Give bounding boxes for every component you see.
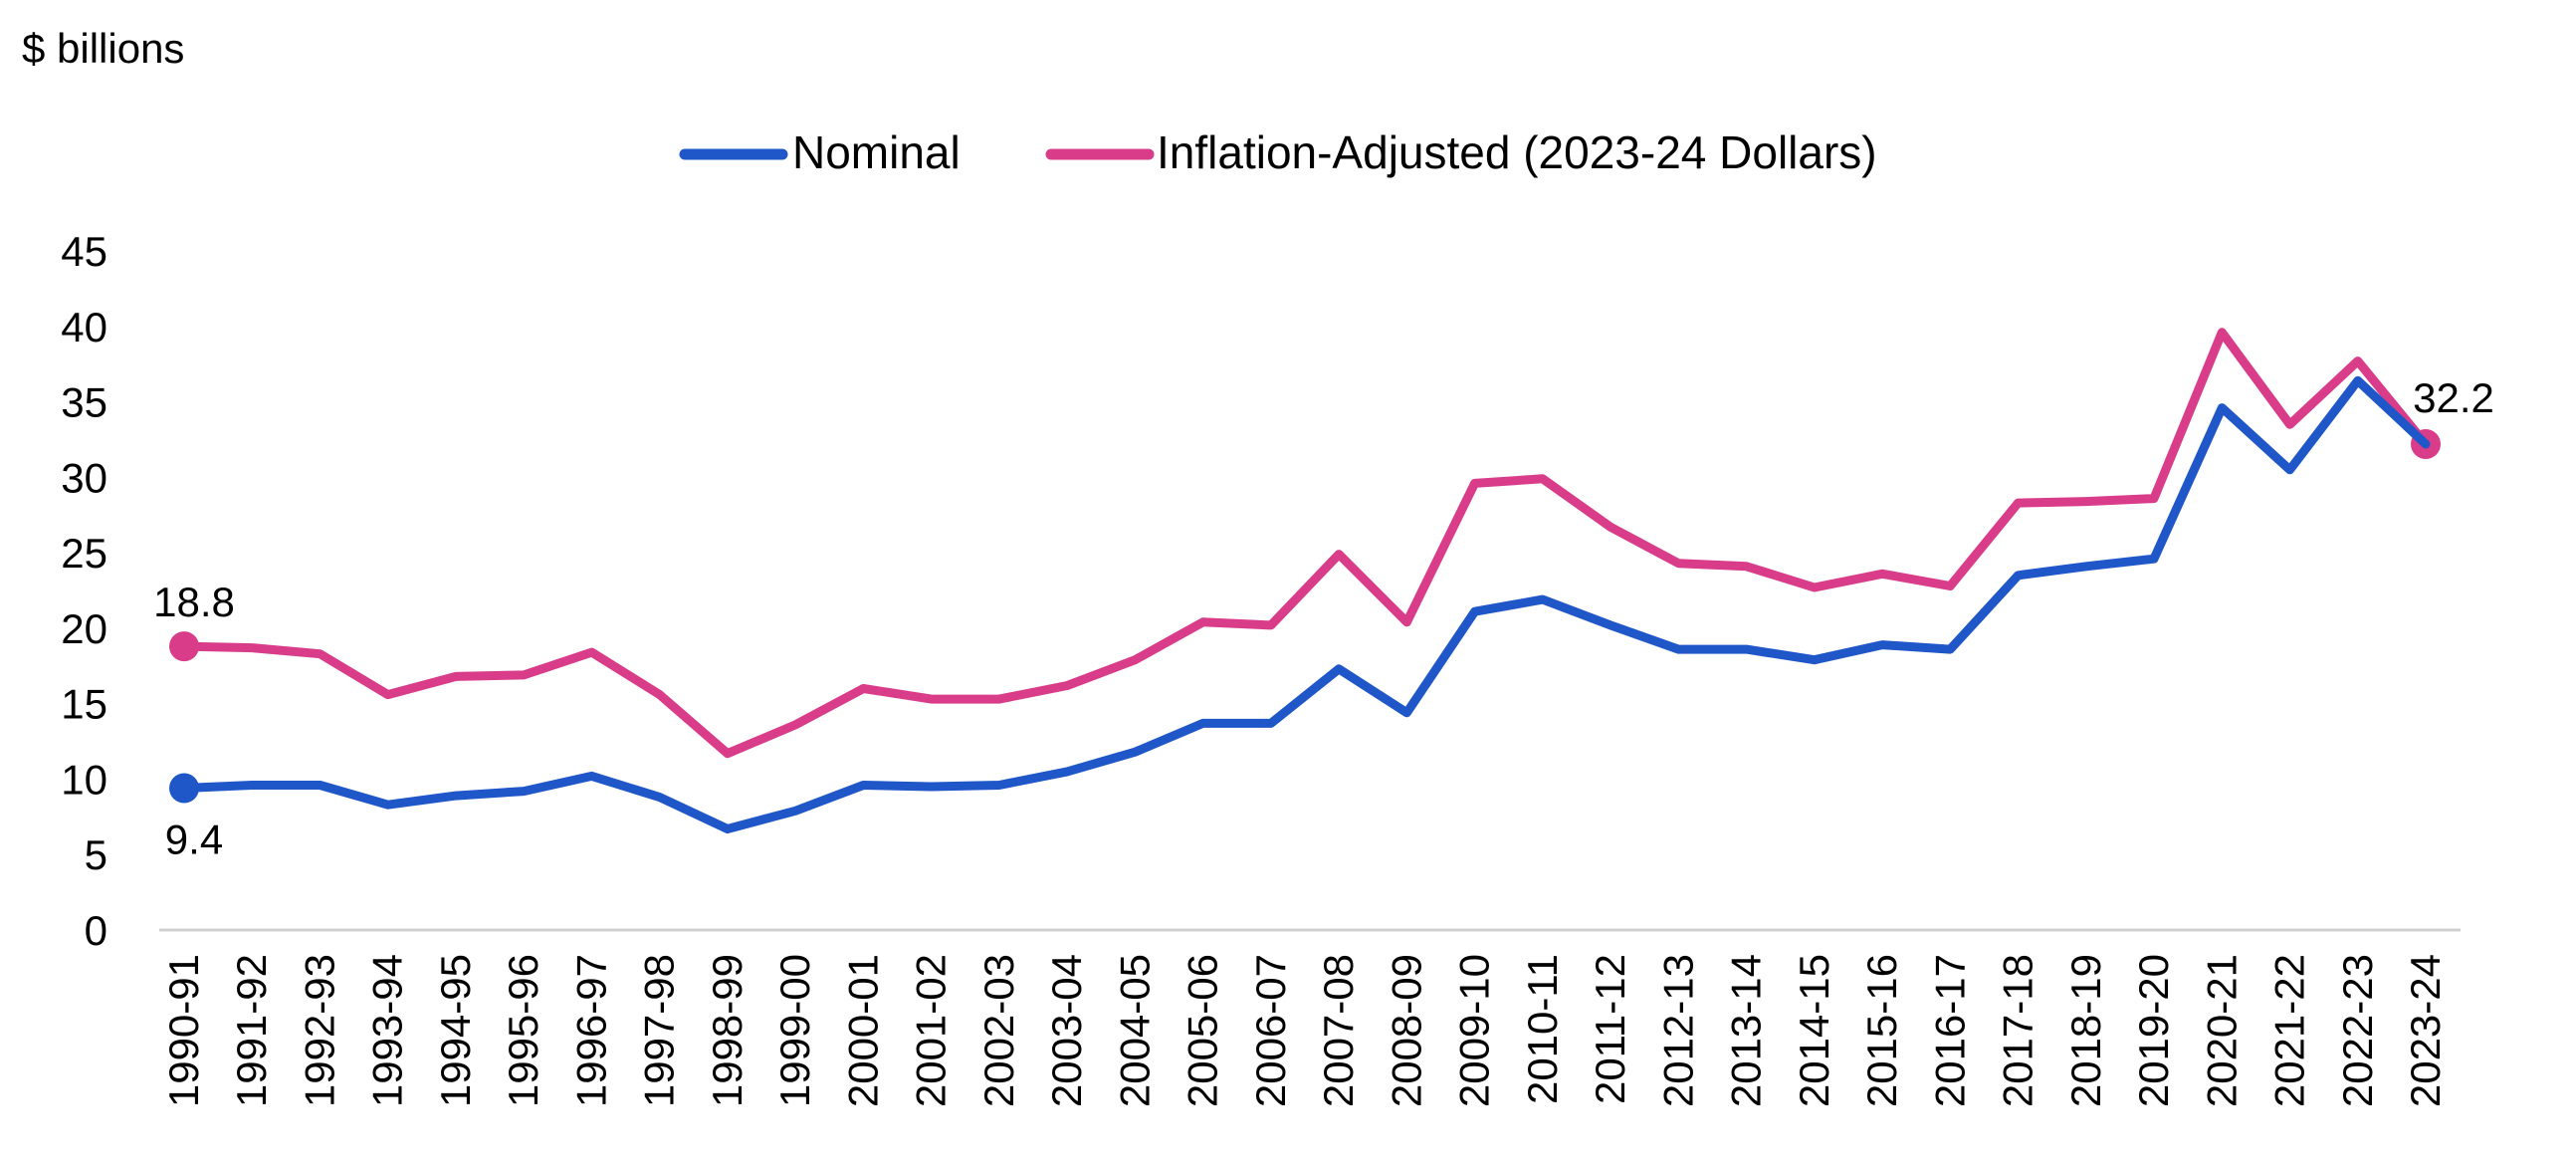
x-tick-label: 2016-17 — [1926, 954, 1973, 1107]
x-tick-label: 1995-96 — [500, 954, 546, 1107]
y-axis-ticks: 0 5 10 15 20 25 30 35 40 45 — [61, 228, 107, 954]
x-tick-label: 2003-04 — [1043, 954, 1090, 1107]
x-tick-label: 2000-01 — [839, 954, 886, 1107]
y-tick-label: 0 — [85, 907, 107, 954]
series-line-nominal — [179, 375, 2431, 833]
x-tick-label: 2019-20 — [2130, 954, 2177, 1107]
y-tick-label: 10 — [61, 756, 107, 803]
x-tick-label: 2001-02 — [908, 954, 955, 1107]
y-tick-label: 30 — [61, 454, 107, 501]
y-tick-label: 25 — [61, 530, 107, 577]
x-axis-ticks: 1990-91 1991-92 1992-93 1993-94 1994-95 1995-… — [160, 954, 2449, 1107]
data-label-inflation-adjusted-first: 18.8 — [153, 579, 235, 625]
x-tick-label: 1990-91 — [160, 954, 207, 1107]
series-line-inflation-adjusted — [179, 328, 2431, 759]
legend: Nominal Inflation-Adjusted (2023-24 Doll… — [679, 126, 1877, 178]
x-tick-label: 1999-00 — [771, 954, 818, 1107]
data-labels: 18.8 9.4 32.2 — [153, 374, 2494, 863]
x-tick-label: 1996-97 — [567, 954, 614, 1107]
data-point-inflation-adjusted — [169, 631, 199, 662]
y-tick-label: 5 — [85, 831, 107, 878]
x-tick-label: 2008-09 — [1383, 954, 1429, 1107]
data-point-nominal — [169, 773, 199, 804]
x-tick-label: 2011-12 — [1587, 954, 1633, 1104]
legend-label-inflation-adjusted: Inflation-Adjusted (2023-24 Dollars) — [1157, 126, 1877, 178]
x-tick-label: 1992-93 — [296, 954, 342, 1107]
x-tick-label: 1991-92 — [228, 954, 275, 1107]
y-tick-label: 35 — [61, 379, 107, 426]
x-tick-label: 2009-10 — [1451, 954, 1498, 1107]
x-tick-label: 2013-14 — [1723, 954, 1770, 1107]
x-tick-label: 2012-13 — [1654, 954, 1701, 1107]
x-tick-label: 1998-99 — [704, 954, 751, 1107]
x-tick-label: 2015-16 — [1858, 954, 1905, 1107]
x-tick-label: 1994-95 — [432, 954, 479, 1107]
y-tick-label: 15 — [61, 681, 107, 728]
data-label-inflation-adjusted-last: 32.2 — [2413, 374, 2494, 421]
series-layer — [169, 328, 2441, 833]
x-tick-label: 2023-24 — [2402, 954, 2449, 1107]
x-tick-label: 2018-19 — [2062, 954, 2109, 1107]
x-tick-label: 2007-08 — [1315, 954, 1362, 1107]
x-tick-label: 2006-07 — [1247, 954, 1294, 1107]
x-tick-label: 2020-21 — [2198, 954, 2245, 1107]
x-tick-label: 2010-11 — [1519, 954, 1566, 1104]
x-tick-label: 2004-05 — [1111, 954, 1158, 1107]
x-tick-label: 2014-15 — [1791, 954, 1837, 1107]
y-tick-label: 40 — [61, 304, 107, 351]
y-tick-label: 45 — [61, 228, 107, 275]
data-label-nominal-first: 9.4 — [165, 817, 223, 863]
x-tick-label: 2017-18 — [1995, 954, 2041, 1107]
x-tick-label: 2002-03 — [975, 954, 1022, 1107]
x-tick-label: 2005-06 — [1180, 954, 1226, 1107]
y-axis-label: $ billions — [22, 25, 184, 72]
x-tick-label: 1993-94 — [364, 954, 411, 1107]
legend-label-nominal: Nominal — [792, 126, 961, 178]
y-tick-label: 20 — [61, 605, 107, 652]
x-tick-label: 2021-22 — [2266, 954, 2313, 1107]
x-tick-label: 1997-98 — [636, 954, 683, 1107]
x-tick-label: 2022-23 — [2334, 954, 2381, 1107]
